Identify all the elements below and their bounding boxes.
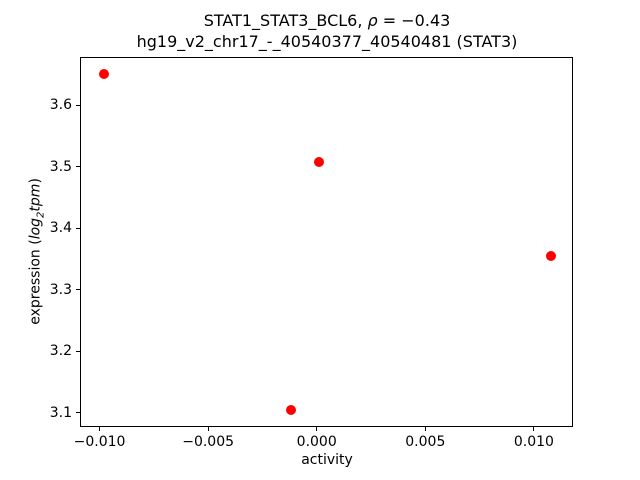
y-tick: [76, 289, 80, 291]
x-tick: [207, 427, 209, 431]
y-tick: [76, 104, 80, 106]
x-tick: [533, 427, 535, 431]
y-tick: [76, 166, 80, 168]
x-tick-label: −0.005: [182, 434, 235, 450]
y-tick-label: 3.6: [49, 97, 72, 114]
y-tick-label: 3.2: [49, 343, 72, 360]
rho-symbol: ρ: [367, 11, 378, 30]
chart-title-text: STAT1_STAT3_BCL6,: [203, 11, 368, 30]
y-tick: [76, 412, 80, 414]
y-axis-label: expression (log2tpm): [28, 66, 47, 436]
chart-subtitle: hg19_v2_chr17_-_40540377_40540481 (STAT3…: [136, 32, 518, 51]
y-axis-label-close: ): [27, 178, 44, 184]
y-axis-label-text: expression (: [27, 239, 44, 325]
y-tick: [76, 350, 80, 352]
y-tick-label: 3.5: [49, 158, 72, 175]
x-axis-label: activity: [301, 452, 353, 468]
y-axis-label-math: log2tpm: [27, 183, 47, 240]
data-point: [98, 69, 109, 80]
x-tick-label: −0.010: [73, 434, 126, 450]
y-tick: [76, 227, 80, 229]
y-tick-label: 3.1: [49, 404, 72, 421]
x-tick: [99, 427, 101, 431]
title-block: STAT1_STAT3_BCL6, ρ = −0.43 hg19_v2_chr1…: [80, 10, 574, 52]
y-tick-label: 3.3: [49, 281, 72, 298]
data-point: [313, 157, 324, 168]
chart-title: STAT1_STAT3_BCL6, ρ = −0.43: [80, 10, 574, 31]
x-tick: [316, 427, 318, 431]
x-tick-label: 0.000: [296, 434, 337, 450]
data-point: [546, 250, 557, 261]
chart-title-value: = −0.43: [377, 11, 451, 30]
data-point: [285, 404, 296, 415]
x-tick: [424, 427, 426, 431]
plot-area: [80, 57, 573, 427]
x-tick-label: 0.010: [513, 434, 554, 450]
y-tick-label: 3.4: [49, 220, 72, 237]
x-tick-label: 0.005: [405, 434, 446, 450]
